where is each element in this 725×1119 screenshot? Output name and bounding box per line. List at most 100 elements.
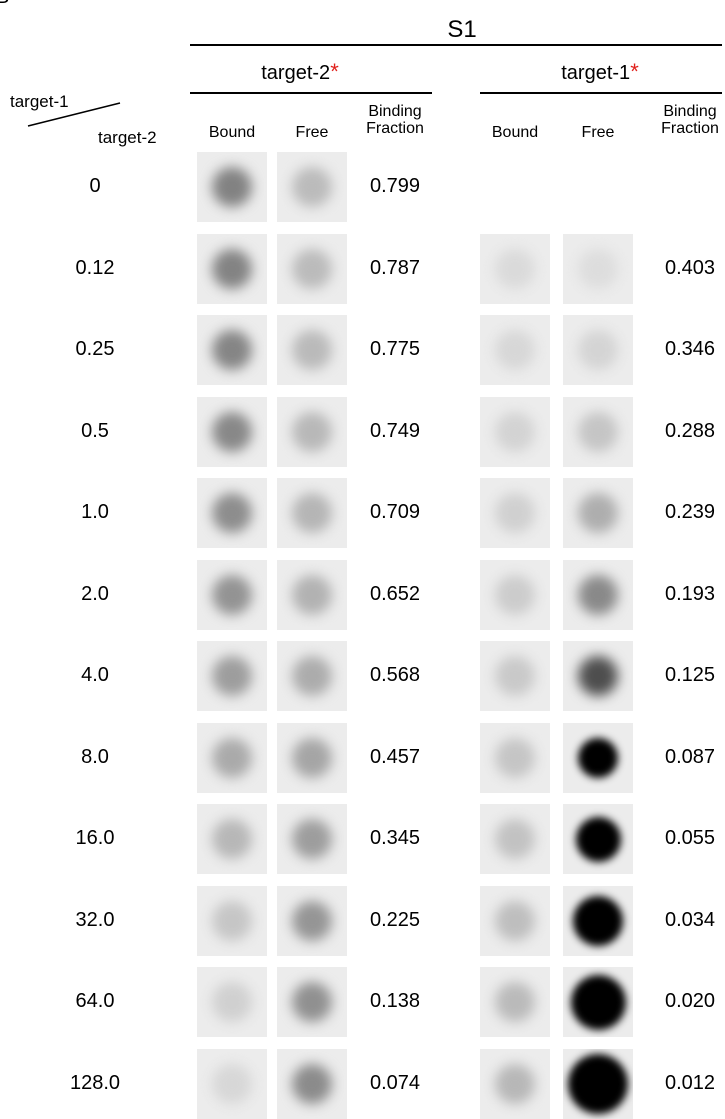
- binding-fraction: 0.074: [370, 1072, 420, 1095]
- group-name: target-1: [561, 62, 630, 84]
- blot-cell: [277, 234, 347, 304]
- binding-fraction: 0.568: [370, 664, 420, 687]
- blot-spot: [578, 738, 618, 778]
- blot-spot: [292, 738, 332, 778]
- blot-spot: [212, 249, 252, 289]
- blot-spot: [292, 412, 332, 452]
- blot-spot: [495, 819, 535, 859]
- column-header: Binding Fraction: [655, 103, 725, 137]
- figure: B S1 target-1 target-2 target-2*BoundFre…: [0, 0, 725, 1108]
- blot-spot: [212, 738, 252, 778]
- blot-cell: [480, 1049, 550, 1119]
- blot-spot: [292, 167, 332, 207]
- blot-cell: [277, 967, 347, 1037]
- blot-cell: [277, 723, 347, 793]
- group-rule: [190, 92, 432, 94]
- blot-cell: [277, 478, 347, 548]
- blot-spot: [212, 493, 252, 533]
- ratio-label: 0.12: [76, 257, 115, 280]
- blot-spot: [495, 656, 535, 696]
- blot-cell: [480, 641, 550, 711]
- binding-fraction: 0.125: [665, 664, 715, 687]
- ratio-label: 0.25: [76, 338, 115, 361]
- blot-spot: [212, 330, 252, 370]
- binding-fraction: 0.709: [370, 501, 420, 524]
- ratio-label: 32.0: [76, 909, 115, 932]
- blot-spot: [212, 901, 252, 941]
- blot-spot: [212, 575, 252, 615]
- header-rule: [190, 44, 722, 46]
- blot-spot: [292, 249, 332, 289]
- blot-cell: [197, 560, 267, 630]
- blot-cell: [197, 397, 267, 467]
- blot-cell: [563, 397, 633, 467]
- binding-fraction: 0.457: [370, 746, 420, 769]
- blot-cell: [480, 478, 550, 548]
- blot-spot: [212, 1064, 252, 1104]
- blot-cell: [197, 967, 267, 1037]
- blot-cell: [563, 641, 633, 711]
- header: S1: [447, 16, 476, 44]
- blot-cell: [277, 152, 347, 222]
- blot-spot: [292, 982, 332, 1022]
- blot-spot: [495, 575, 535, 615]
- blot-spot: [495, 982, 535, 1022]
- blot-cell: [563, 967, 633, 1037]
- binding-fraction: 0.749: [370, 420, 420, 443]
- blot-spot: [495, 901, 535, 941]
- blot-cell: [197, 723, 267, 793]
- blot-cell: [563, 315, 633, 385]
- binding-fraction: 0.775: [370, 338, 420, 361]
- blot-spot: [568, 1054, 628, 1114]
- binding-fraction: 0.345: [370, 827, 420, 850]
- blot-cell: [197, 234, 267, 304]
- group-title: target-2*: [261, 62, 339, 88]
- blot-cell: [197, 1049, 267, 1119]
- binding-fraction: 0.239: [665, 501, 715, 524]
- group-rule: [480, 92, 722, 94]
- column-header: Free: [582, 124, 615, 142]
- blot-cell: [277, 804, 347, 874]
- blot-spot: [292, 493, 332, 533]
- blot-cell: [277, 397, 347, 467]
- binding-fraction: 0.087: [665, 746, 715, 769]
- ratio-label: 2.0: [81, 583, 109, 606]
- blot-cell: [563, 234, 633, 304]
- binding-fraction: 0.138: [370, 990, 420, 1013]
- binding-fraction: 0.193: [665, 583, 715, 606]
- corner-slash: [0, 0, 200, 160]
- blot-spot: [578, 249, 618, 289]
- blot-cell: [277, 1049, 347, 1119]
- blot-cell: [480, 234, 550, 304]
- blot-spot: [578, 330, 618, 370]
- blot-spot: [292, 819, 332, 859]
- blot-spot: [573, 896, 623, 946]
- blot-spot: [212, 167, 252, 207]
- ratio-label: 1.0: [81, 501, 109, 524]
- blot-cell: [197, 804, 267, 874]
- blot-cell: [563, 804, 633, 874]
- group-title: target-1*: [561, 62, 639, 88]
- binding-fraction: 0.012: [665, 1072, 715, 1095]
- blot-cell: [563, 886, 633, 956]
- blot-spot: [495, 1064, 535, 1104]
- blot-spot: [292, 656, 332, 696]
- blot-cell: [480, 804, 550, 874]
- column-header: Binding Fraction: [360, 103, 430, 137]
- blot-cell: [480, 397, 550, 467]
- blot-cell: [197, 478, 267, 548]
- blot-spot: [578, 412, 618, 452]
- column-header: Bound: [209, 124, 255, 142]
- blot-cell: [277, 641, 347, 711]
- binding-fraction: 0.346: [665, 338, 715, 361]
- blot-spot: [292, 1064, 332, 1104]
- blot-cell: [197, 886, 267, 956]
- blot-cell: [197, 315, 267, 385]
- blot-cell: [277, 886, 347, 956]
- ratio-label: 4.0: [81, 664, 109, 687]
- binding-fraction: 0.652: [370, 583, 420, 606]
- blot-cell: [563, 723, 633, 793]
- blot-spot: [578, 493, 618, 533]
- blot-spot: [212, 656, 252, 696]
- asterisk: *: [330, 59, 339, 84]
